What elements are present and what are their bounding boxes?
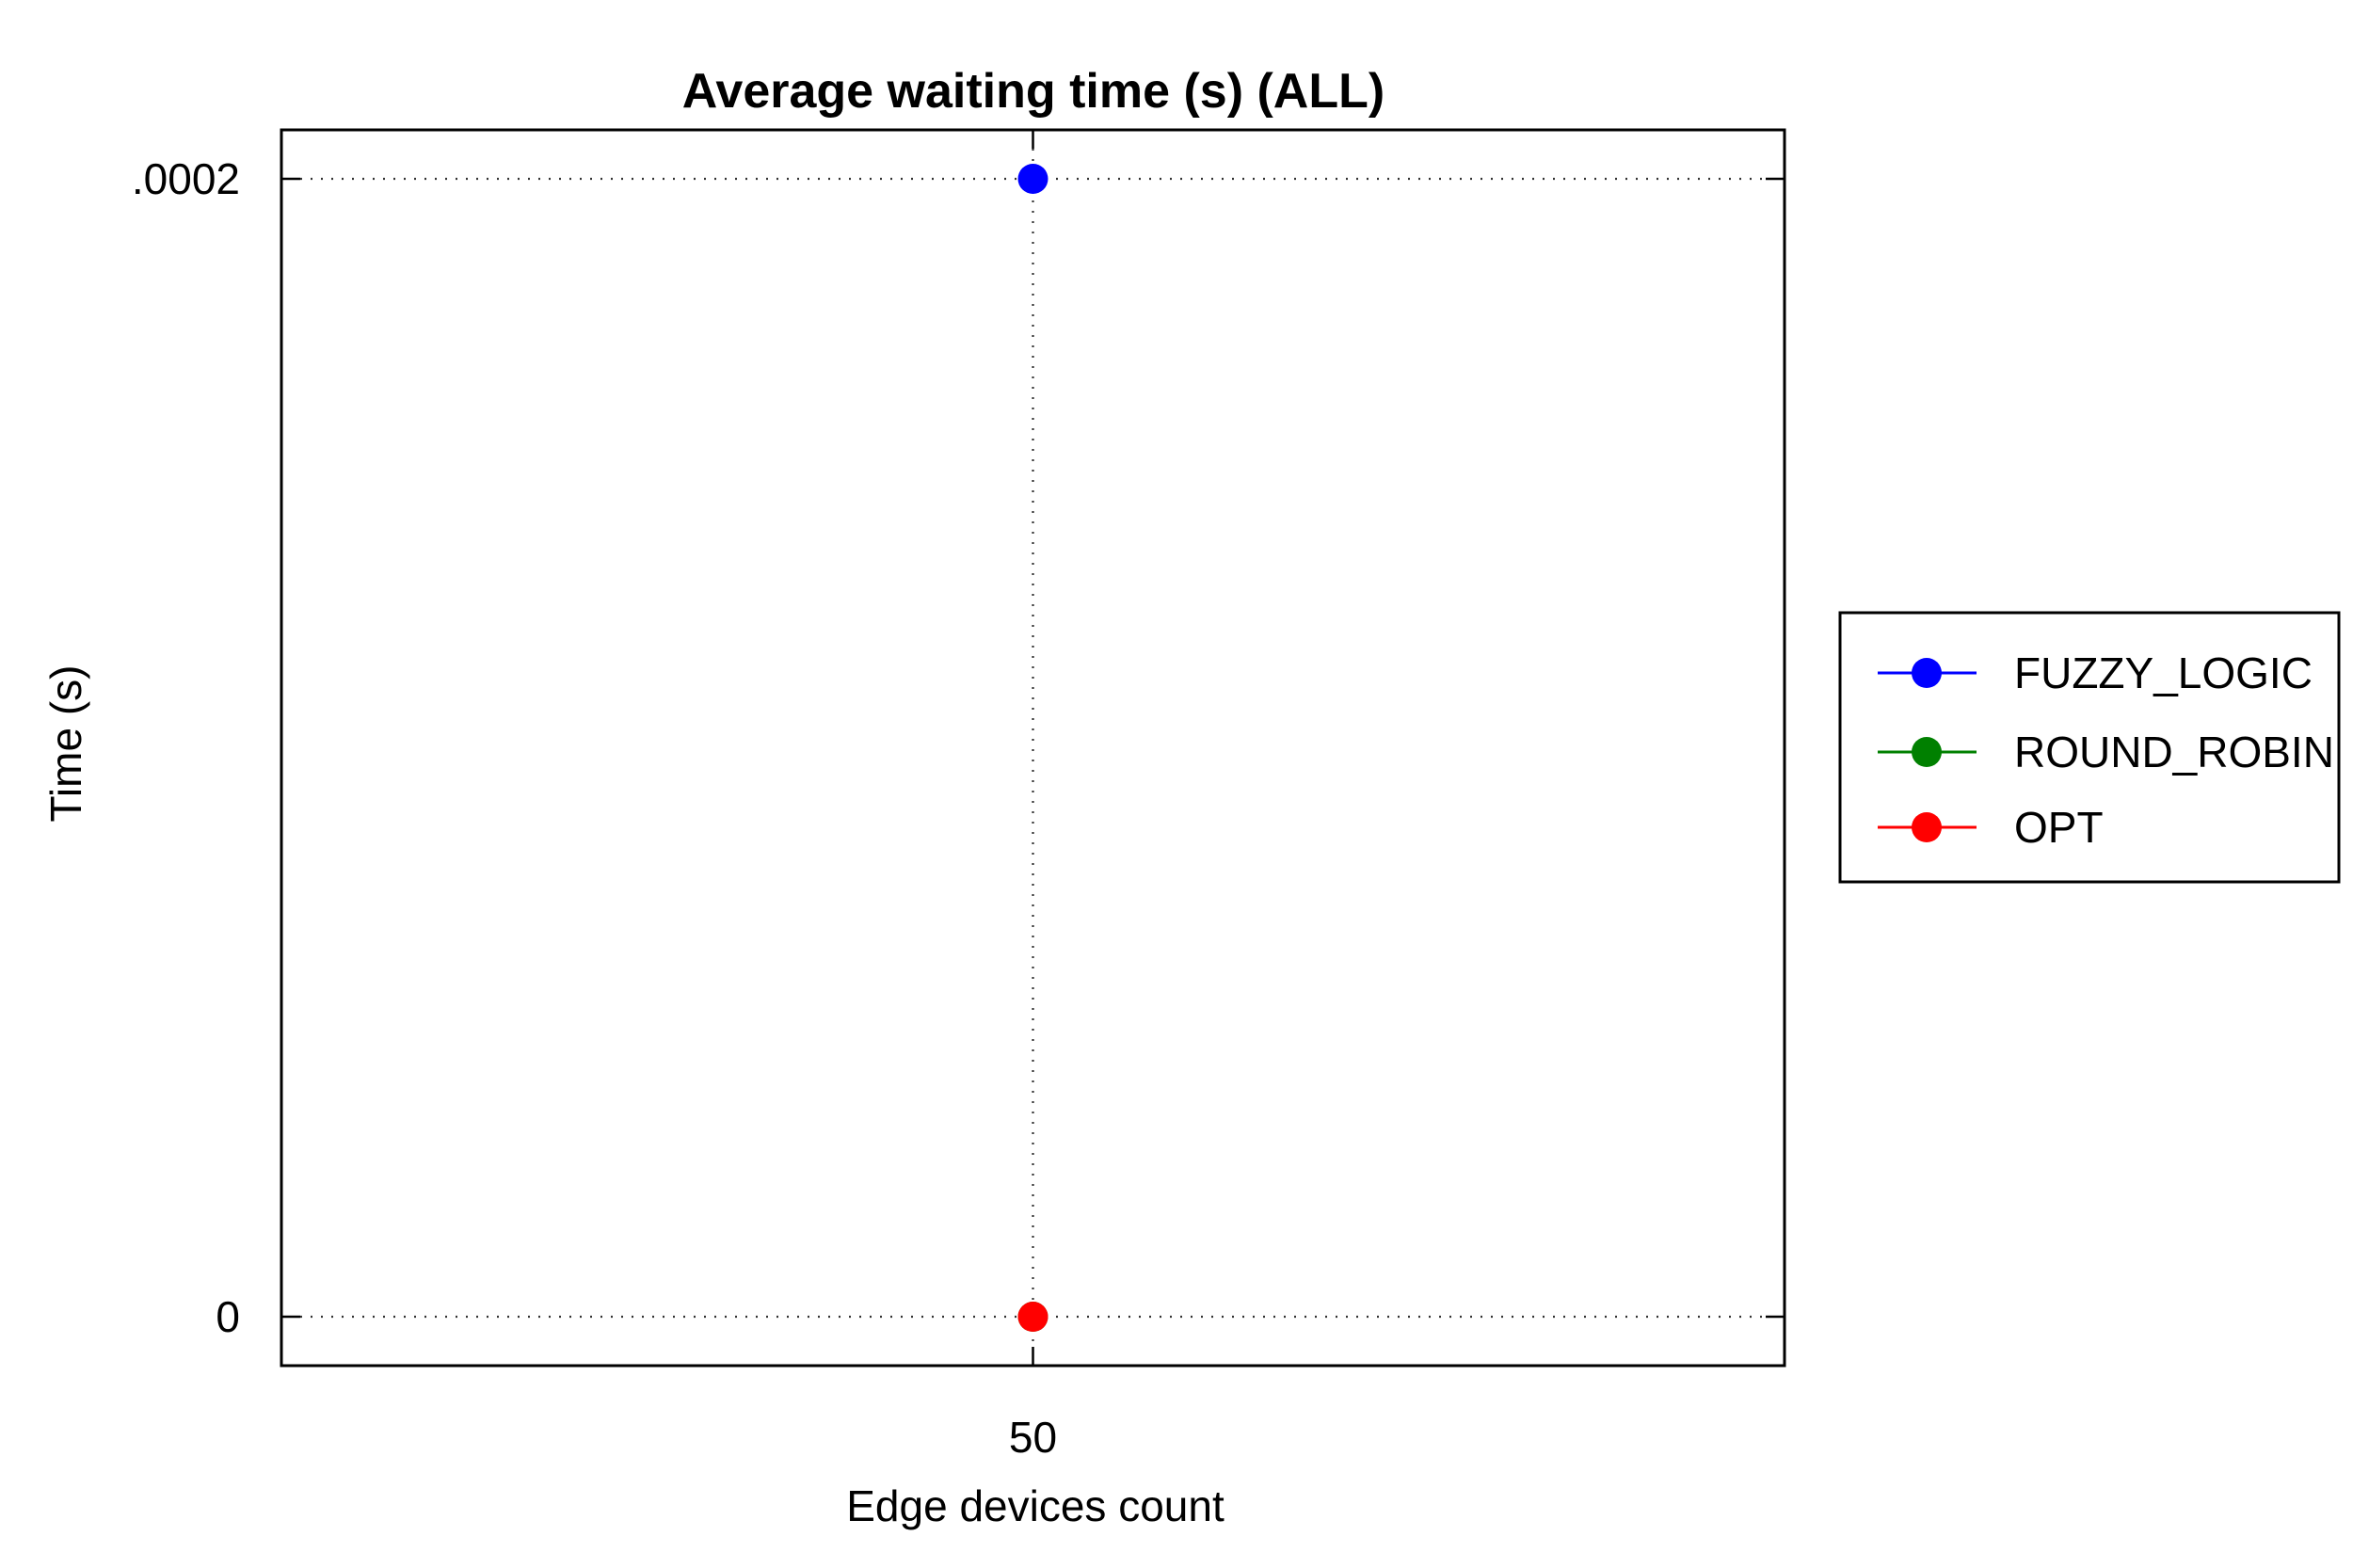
legend-label: OPT xyxy=(2014,803,2104,852)
data-point xyxy=(1017,1302,1048,1333)
y-axis-label: Time (s) xyxy=(41,665,90,823)
y-tick-label: .0002 xyxy=(132,154,240,203)
plot-frame xyxy=(280,128,1786,1368)
y-tick-label: 0 xyxy=(216,1292,240,1341)
legend-marker xyxy=(1912,658,1942,688)
data-point xyxy=(1017,163,1048,194)
series-fuzzy-logic xyxy=(1017,163,1048,194)
data-series xyxy=(1017,163,1048,1333)
axis-ticks xyxy=(281,130,1785,1366)
legend-item: FUZZY_LOGIC xyxy=(1878,648,2313,697)
legend-items: FUZZY_LOGIC ROUND_ROBIN OPT xyxy=(1878,648,2334,852)
y-axis-tick-labels: 0 .0002 xyxy=(132,154,240,1341)
legend-label: ROUND_ROBIN xyxy=(2014,728,2334,776)
legend-label: FUZZY_LOGIC xyxy=(2014,648,2313,697)
x-tick-label: 50 xyxy=(1009,1413,1057,1462)
series-opt xyxy=(1017,1302,1048,1333)
chart-title: Average waiting time (s) (ALL) xyxy=(682,64,1385,119)
legend-marker xyxy=(1912,812,1942,842)
x-axis-label: Edge devices count xyxy=(846,1481,1225,1530)
x-axis-tick-labels: 50 xyxy=(1009,1413,1057,1462)
legend: FUZZY_LOGIC ROUND_ROBIN OPT xyxy=(1838,611,2341,884)
legend-marker xyxy=(1912,737,1942,767)
legend-item: OPT xyxy=(1878,803,2104,852)
legend-item: ROUND_ROBIN xyxy=(1878,728,2334,776)
